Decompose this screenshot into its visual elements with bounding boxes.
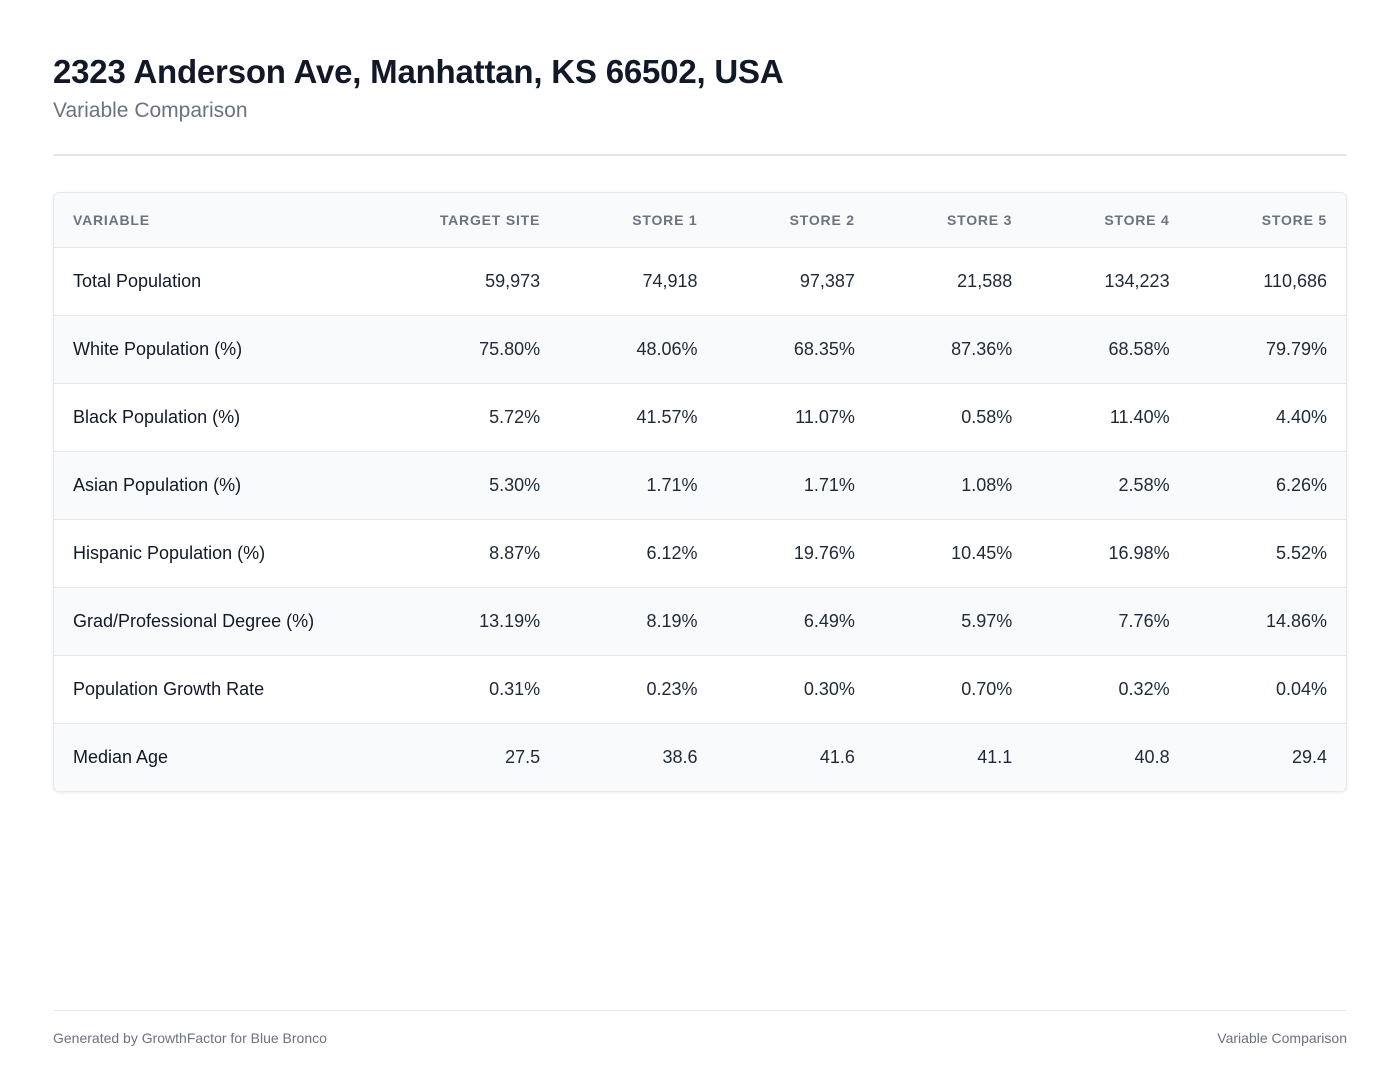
variable-cell: Grad/Professional Degree (%) [54, 587, 402, 656]
variable-cell: Black Population (%) [54, 383, 402, 452]
value-cell: 5.52% [1188, 519, 1346, 588]
table-row: White Population (%) 75.80% 48.06% 68.35… [54, 315, 1346, 384]
footer-section-label: Variable Comparison [1217, 1030, 1347, 1046]
value-cell: 79.79% [1188, 315, 1346, 384]
value-cell: 75.80% [401, 315, 560, 384]
value-cell: 5.97% [873, 587, 1032, 656]
value-cell: 41.6 [819, 746, 855, 767]
value-cell: 8.19% [559, 587, 717, 656]
column-header-store-4: STORE 4 [1031, 193, 1189, 248]
value-cell: 11.07% [716, 383, 874, 452]
footer-divider [53, 1010, 1347, 1011]
value-cell: 0.30% [716, 655, 874, 724]
value-cell: 0.32% [1031, 655, 1189, 724]
report-page: 2323 Anderson Ave, Manhattan, KS 66502, … [53, 0, 1347, 1082]
value-cell: 68.35% [716, 315, 874, 384]
table-header-row: VARIABLE TARGET SITE STORE 1 STORE 2 STO… [54, 193, 1346, 248]
variable-cell: Total Population [54, 247, 402, 316]
column-header-target-site: TARGET SITE [401, 193, 560, 248]
value-cell: 0.23% [559, 655, 717, 724]
value-cell: 5.72% [401, 383, 560, 452]
value-cell: 8.87% [401, 519, 560, 588]
page-subtitle: Variable Comparison [53, 99, 248, 122]
column-header-store-3: STORE 3 [873, 193, 1032, 248]
value-cell: 0.58% [873, 383, 1032, 452]
table-row: Black Population (%) 5.72% 41.57% 11.07%… [54, 383, 1346, 452]
value-cell: 4.40% [1188, 383, 1346, 452]
value-cell: 68.58% [1031, 315, 1189, 384]
value-cell: 1.71% [559, 451, 717, 520]
value-cell: 40.8 [1134, 746, 1170, 767]
value-cell: 13.19% [401, 587, 560, 656]
header-divider [53, 154, 1347, 156]
value-cell: 38.6 [662, 746, 698, 767]
variable-cell: Population Growth Rate [54, 655, 402, 724]
value-cell: 74,918 [559, 247, 717, 316]
value-cell: 27.5 [505, 746, 541, 767]
value-cell: 0.04% [1188, 655, 1346, 724]
value-cell: 87.36% [873, 315, 1032, 384]
value-cell: 2.58% [1031, 451, 1189, 520]
value-cell: 0.31% [401, 655, 560, 724]
value-cell: 41.1 [977, 746, 1013, 767]
comparison-table: VARIABLE TARGET SITE STORE 1 STORE 2 STO… [54, 193, 1346, 791]
value-cell: 41.57% [559, 383, 717, 452]
variable-cell: Hispanic Population (%) [54, 519, 402, 588]
table-row: Grad/Professional Degree (%) 13.19% 8.19… [54, 587, 1346, 656]
column-header-store-2: STORE 2 [716, 193, 874, 248]
value-cell: 59,973 [401, 247, 560, 316]
variable-cell: Median Age [73, 746, 169, 767]
table-row: Total Population 59,973 74,918 97,387 21… [54, 247, 1346, 316]
column-header-store-5: STORE 5 [1188, 193, 1346, 248]
value-cell: 1.08% [873, 451, 1032, 520]
comparison-table-card: VARIABLE TARGET SITE STORE 1 STORE 2 STO… [53, 192, 1347, 792]
value-cell: 16.98% [1031, 519, 1189, 588]
variable-cell: Asian Population (%) [54, 451, 402, 520]
column-header-store-1: STORE 1 [559, 193, 717, 248]
value-cell: 5.30% [401, 451, 560, 520]
value-cell: 97,387 [716, 247, 874, 316]
value-cell: 6.12% [559, 519, 717, 588]
value-cell: 6.49% [716, 587, 874, 656]
variable-cell: White Population (%) [54, 315, 402, 384]
table-row: Median Age 27.5 38.6 41.6 41.1 40.8 29.4 [54, 723, 1346, 791]
value-cell: 29.4 [1291, 746, 1327, 767]
value-cell: 48.06% [559, 315, 717, 384]
value-cell: 10.45% [873, 519, 1032, 588]
value-cell: 7.76% [1031, 587, 1189, 656]
value-cell: 110,686 [1188, 247, 1346, 316]
footer-credit: Generated by GrowthFactor for Blue Bronc… [53, 1030, 327, 1046]
table-row: Population Growth Rate 0.31% 0.23% 0.30%… [54, 655, 1346, 724]
table-row: Asian Population (%) 5.30% 1.71% 1.71% 1… [54, 451, 1346, 520]
value-cell: 1.71% [716, 451, 874, 520]
value-cell: 14.86% [1188, 587, 1346, 656]
value-cell: 21,588 [873, 247, 1032, 316]
table-row: Hispanic Population (%) 8.87% 6.12% 19.7… [54, 519, 1346, 588]
column-header-variable: VARIABLE [54, 193, 402, 248]
value-cell: 0.70% [873, 655, 1032, 724]
value-cell: 11.40% [1031, 383, 1189, 452]
value-cell: 134,223 [1031, 247, 1189, 316]
value-cell: 19.76% [716, 519, 874, 588]
page-title: 2323 Anderson Ave, Manhattan, KS 66502, … [53, 53, 784, 90]
value-cell: 6.26% [1188, 451, 1346, 520]
